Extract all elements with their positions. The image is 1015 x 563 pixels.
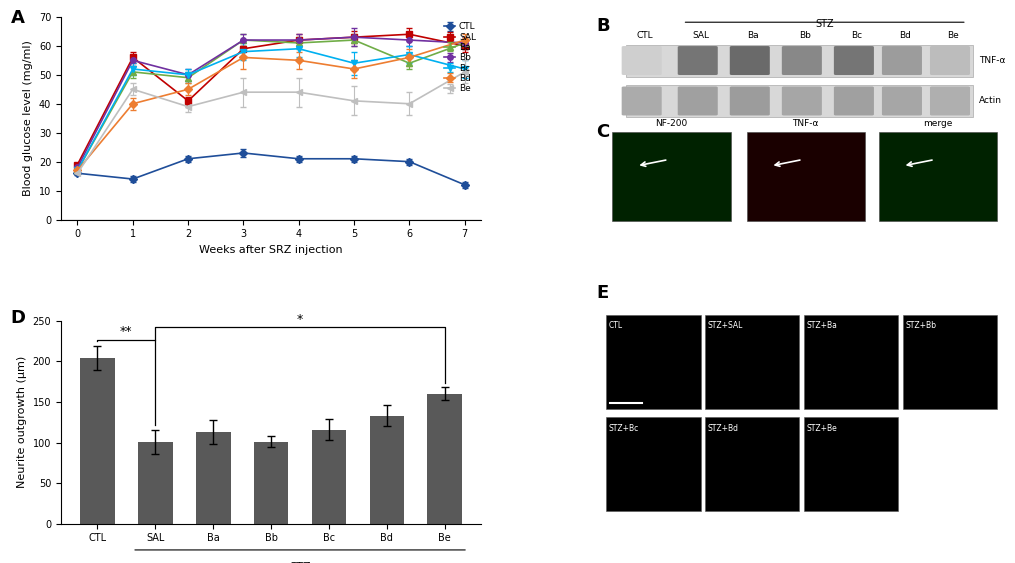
FancyBboxPatch shape: [804, 315, 898, 409]
FancyBboxPatch shape: [879, 132, 997, 221]
Text: TNF-α: TNF-α: [978, 56, 1005, 65]
Text: STZ+SAL: STZ+SAL: [707, 321, 743, 330]
FancyBboxPatch shape: [782, 46, 822, 75]
FancyBboxPatch shape: [606, 417, 700, 511]
Text: Bc: Bc: [852, 31, 863, 40]
Text: STZ+Bd: STZ+Bd: [707, 423, 738, 432]
Text: STZ+Bc: STZ+Bc: [608, 423, 638, 432]
Text: Actin: Actin: [978, 96, 1002, 105]
FancyBboxPatch shape: [804, 417, 898, 511]
Text: B: B: [597, 17, 610, 35]
Text: NF-200: NF-200: [656, 119, 687, 128]
Bar: [427, 394, 462, 524]
Text: STZ: STZ: [289, 562, 311, 563]
Text: E: E: [597, 284, 609, 302]
FancyBboxPatch shape: [730, 46, 769, 75]
Text: *: *: [297, 313, 303, 326]
Y-axis label: Blood glucose level (mg/ml): Blood glucose level (mg/ml): [23, 41, 33, 196]
Text: TNF-α: TNF-α: [793, 119, 819, 128]
FancyBboxPatch shape: [882, 46, 922, 75]
FancyBboxPatch shape: [903, 315, 998, 409]
Text: A: A: [10, 9, 24, 27]
FancyBboxPatch shape: [612, 132, 731, 221]
FancyBboxPatch shape: [678, 87, 718, 115]
Text: CTL: CTL: [608, 321, 622, 330]
Text: SAL: SAL: [692, 31, 709, 40]
Text: Bd: Bd: [899, 31, 910, 40]
FancyBboxPatch shape: [930, 46, 970, 75]
Text: C: C: [597, 123, 610, 141]
Y-axis label: Neurite outgrowth (μm): Neurite outgrowth (μm): [17, 356, 27, 488]
Legend: CTL, SAL, Ba, Bb, Bc, Bd, Be: CTL, SAL, Ba, Bb, Bc, Bd, Be: [444, 21, 477, 95]
FancyBboxPatch shape: [747, 132, 865, 221]
FancyBboxPatch shape: [930, 87, 970, 115]
Text: STZ+Be: STZ+Be: [806, 423, 837, 432]
FancyBboxPatch shape: [705, 315, 800, 409]
Text: Ba: Ba: [747, 31, 758, 40]
Bar: [196, 432, 230, 524]
Text: CTL: CTL: [636, 31, 653, 40]
Bar: [312, 430, 346, 524]
FancyBboxPatch shape: [678, 46, 718, 75]
FancyBboxPatch shape: [834, 46, 874, 75]
FancyBboxPatch shape: [834, 87, 874, 115]
Text: **: **: [120, 325, 133, 338]
Text: Be: Be: [947, 31, 959, 40]
FancyBboxPatch shape: [782, 87, 822, 115]
FancyBboxPatch shape: [882, 87, 922, 115]
Text: STZ+Ba: STZ+Ba: [806, 321, 837, 330]
Text: merge: merge: [923, 119, 952, 128]
Text: STZ+Bb: STZ+Bb: [905, 321, 936, 330]
Text: D: D: [10, 309, 25, 327]
FancyBboxPatch shape: [606, 315, 700, 409]
Text: Bb: Bb: [799, 31, 811, 40]
Bar: [369, 415, 404, 524]
FancyBboxPatch shape: [621, 46, 662, 75]
FancyBboxPatch shape: [705, 417, 800, 511]
Bar: [80, 358, 115, 524]
FancyBboxPatch shape: [626, 85, 972, 117]
FancyBboxPatch shape: [626, 44, 972, 77]
Bar: [254, 442, 288, 524]
FancyBboxPatch shape: [621, 87, 662, 115]
X-axis label: Weeks after SRZ injection: Weeks after SRZ injection: [199, 245, 343, 255]
FancyBboxPatch shape: [730, 87, 769, 115]
Text: STZ: STZ: [815, 19, 834, 29]
Bar: [138, 442, 173, 524]
